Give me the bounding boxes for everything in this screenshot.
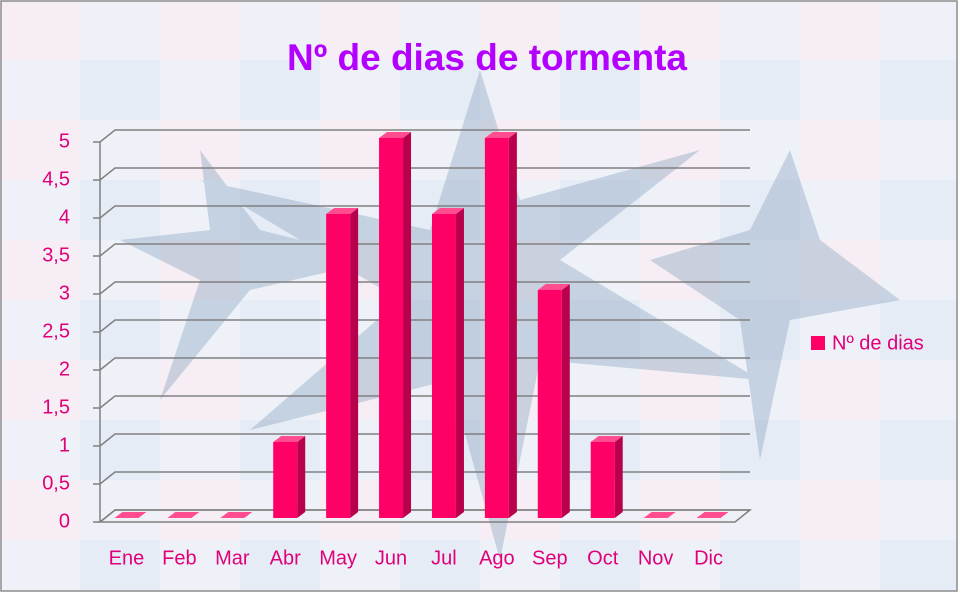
y-tick-label: 4	[59, 206, 70, 228]
grid-line	[99, 205, 750, 219]
grid-line	[99, 243, 750, 257]
bar-top	[590, 436, 623, 442]
x-tick-label: Ago	[479, 547, 515, 569]
x-tick-label: Sep	[532, 547, 568, 569]
y-tick-label: 1,5	[42, 396, 70, 418]
snowflake-decoration	[120, 70, 900, 560]
bar-side	[455, 208, 464, 518]
x-tick-label: Jun	[375, 547, 407, 569]
x-tick-label: Nov	[638, 547, 674, 569]
bar-side	[350, 208, 359, 518]
bar-top	[484, 132, 517, 138]
y-tick-label: 0	[59, 510, 70, 532]
bar-side	[297, 436, 306, 518]
x-tick-label: Oct	[587, 547, 619, 569]
bar-side	[508, 132, 517, 518]
bar-top	[696, 512, 729, 518]
x-tick-label: Dic	[694, 547, 723, 569]
bar	[484, 138, 509, 518]
bar	[326, 214, 351, 518]
x-tick-label: Abr	[270, 547, 301, 569]
bar-side	[561, 284, 570, 518]
y-tick-label: 3,5	[42, 244, 70, 266]
bar	[273, 442, 298, 518]
y-tick-label: 5	[59, 130, 70, 152]
bar-side	[403, 132, 412, 518]
bar-top	[643, 512, 676, 518]
bar-top	[379, 132, 412, 138]
y-tick-label: 3	[59, 282, 70, 304]
y-tick-label: 1	[59, 434, 70, 456]
bar-top	[537, 284, 570, 290]
bar-side	[614, 436, 623, 518]
bar-top	[431, 208, 464, 214]
grid-line	[99, 129, 750, 143]
y-tick-label: 2,5	[42, 320, 70, 342]
y-tick-label: 2	[59, 358, 70, 380]
grid-line	[99, 167, 750, 181]
x-tick-label: Feb	[162, 547, 196, 569]
x-tick-label: Ene	[109, 547, 145, 569]
bar-top	[114, 512, 147, 518]
legend-label: Nº de dias	[832, 332, 924, 354]
legend-swatch	[811, 336, 825, 350]
bar-top	[220, 512, 253, 518]
y-tick-label: 0,5	[42, 472, 70, 494]
bar-top	[326, 208, 359, 214]
x-tick-label: Jul	[431, 547, 457, 569]
bar	[537, 290, 562, 518]
bar	[379, 138, 404, 518]
bar-top	[167, 512, 200, 518]
bar	[431, 214, 456, 518]
x-tick-label: Mar	[215, 547, 250, 569]
grid-line	[99, 281, 750, 295]
x-tick-label: May	[319, 547, 357, 569]
y-tick-label: 4,5	[42, 168, 70, 190]
bar-top	[273, 436, 306, 442]
chart-title: Nº de dias de tormenta	[287, 37, 687, 78]
plot-area: 0 0,5 1 1,5 2 2,5 3 3,5 4 4,5 5 Ene Feb Mar Abr May Jun J…	[42, 129, 924, 569]
bar	[590, 442, 615, 518]
